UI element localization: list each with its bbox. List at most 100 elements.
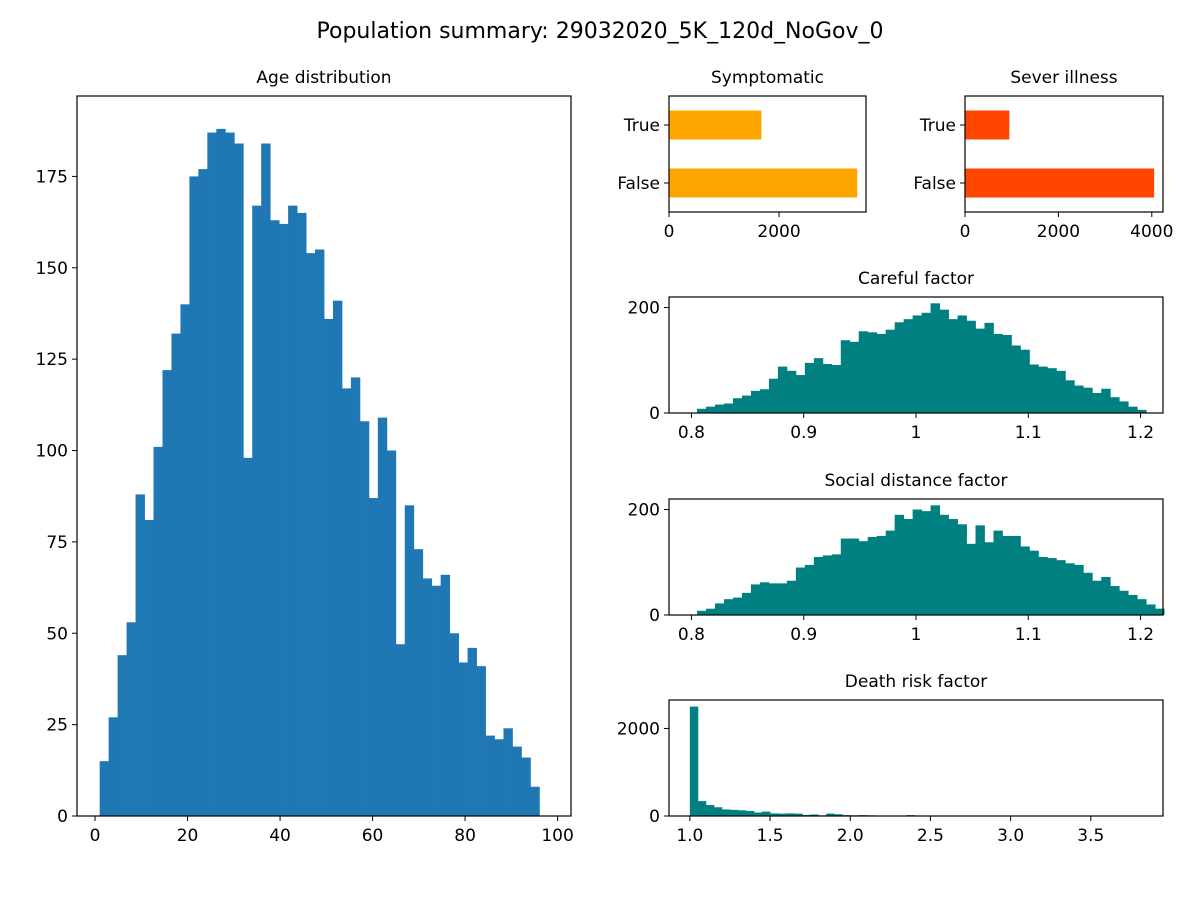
age-bar (368, 498, 379, 816)
careful-xtick-label: 1 (911, 423, 922, 443)
social-bar (966, 543, 976, 615)
careful-bar (1092, 392, 1102, 413)
careful-bar (1056, 370, 1066, 413)
careful-bar (831, 365, 842, 413)
social-bar (849, 538, 860, 615)
careful-bar (724, 403, 734, 413)
age-xtick-label: 40 (269, 826, 291, 846)
careful-bar (1029, 364, 1039, 413)
social-ytick-label: 0 (649, 606, 660, 626)
social-bar (903, 519, 914, 615)
age-bar (485, 735, 495, 816)
social-bar (1074, 564, 1084, 615)
death-xtick-label: 1.5 (757, 826, 784, 846)
age-bar (404, 505, 415, 816)
death-bar (834, 814, 843, 816)
death-bar (745, 810, 755, 816)
social-bar (1029, 550, 1039, 615)
social-bar (858, 541, 869, 615)
age-bar (332, 300, 343, 816)
social-bar (759, 582, 770, 615)
social-bar (732, 597, 743, 615)
careful-xtick-label: 0.8 (678, 423, 705, 443)
social-bar (921, 511, 931, 615)
death-xtick-label: 3.0 (997, 826, 1024, 846)
careful-axes-frame (668, 296, 1164, 414)
careful-bar (903, 319, 914, 413)
age-bar (198, 169, 208, 817)
careful-bar (1020, 349, 1030, 413)
age-bar (171, 333, 181, 816)
death-bar (762, 811, 771, 816)
death-bar (705, 805, 715, 816)
careful-bar (777, 366, 788, 413)
careful-bar (894, 322, 905, 413)
careful-bar (732, 398, 743, 413)
death-bar (697, 801, 707, 816)
careful-bar (885, 329, 896, 413)
social-bar (768, 583, 779, 615)
social-bar (1056, 560, 1066, 615)
social-bar (1047, 558, 1057, 615)
social-xtick-label: 1.2 (1127, 625, 1154, 645)
careful-bar (741, 395, 752, 413)
social-bar (697, 610, 707, 615)
social-bar (1020, 546, 1030, 615)
symptomatic-chart: Symptomatic False True 0 2000 (617, 68, 867, 242)
age-ytick-label: 25 (46, 716, 68, 736)
careful-bar (1110, 397, 1120, 413)
social-bar (867, 536, 878, 615)
social-chart: Social distance factor 0.8 0.9 1 1.1 1.2 0 200 (628, 471, 1165, 645)
careful-bar (1119, 401, 1129, 413)
social-xtick-label: 1 (911, 625, 922, 645)
death-xtick-label: 2.0 (837, 826, 864, 846)
age-xtick-label: 0 (90, 826, 101, 846)
social-bar (1110, 586, 1120, 615)
careful-bar (804, 362, 815, 413)
severe-title: Sever illness (1010, 68, 1117, 88)
careful-bar (786, 370, 797, 413)
symptomatic-ytick-label: True (623, 116, 660, 136)
careful-bar (715, 404, 725, 413)
death-bar (754, 812, 763, 816)
severe-chart: Sever illness False True 0 2000 4000 (913, 68, 1173, 242)
careful-bar (759, 389, 770, 413)
symptomatic-ytick-label: False (617, 174, 660, 194)
social-bar (795, 567, 806, 615)
social-bar (894, 514, 905, 615)
age-ytick-label: 175 (36, 167, 68, 187)
death-bar (770, 813, 779, 816)
careful-bar (1074, 385, 1084, 413)
social-bar (1002, 535, 1012, 615)
social-bar (1155, 608, 1165, 615)
careful-ytick-label: 0 (649, 404, 660, 424)
death-ytick-label: 2000 (617, 719, 660, 739)
social-bar (840, 538, 851, 615)
age-bar (350, 377, 361, 816)
death-bar (826, 813, 835, 816)
age-bar (458, 662, 468, 816)
social-bar (724, 599, 734, 615)
death-ytick-label: 0 (649, 807, 660, 827)
social-bar (1137, 599, 1147, 615)
death-bar (689, 706, 699, 816)
severe-ytick-label: False (913, 174, 956, 194)
age-bar (261, 143, 271, 816)
age-bar (162, 370, 172, 816)
social-bar (1101, 577, 1111, 615)
careful-bar (1038, 366, 1048, 413)
careful-bar (795, 375, 806, 413)
death-xtick-label: 2.5 (917, 826, 944, 846)
death-bar (810, 814, 819, 816)
death-bar (794, 813, 803, 816)
age-bar (395, 644, 406, 816)
social-bar (741, 592, 752, 615)
age-chart: Age distribution 0 20 40 60 80 100 0 25 50 75 100 12… (36, 68, 574, 846)
careful-ytick-label: 200 (628, 299, 660, 319)
social-bar (912, 509, 923, 615)
symptomatic-bar-true (669, 110, 762, 140)
age-bar (512, 746, 522, 816)
careful-bar (1128, 406, 1138, 413)
age-ytick-label: 75 (46, 533, 68, 553)
age-bar (297, 212, 307, 816)
